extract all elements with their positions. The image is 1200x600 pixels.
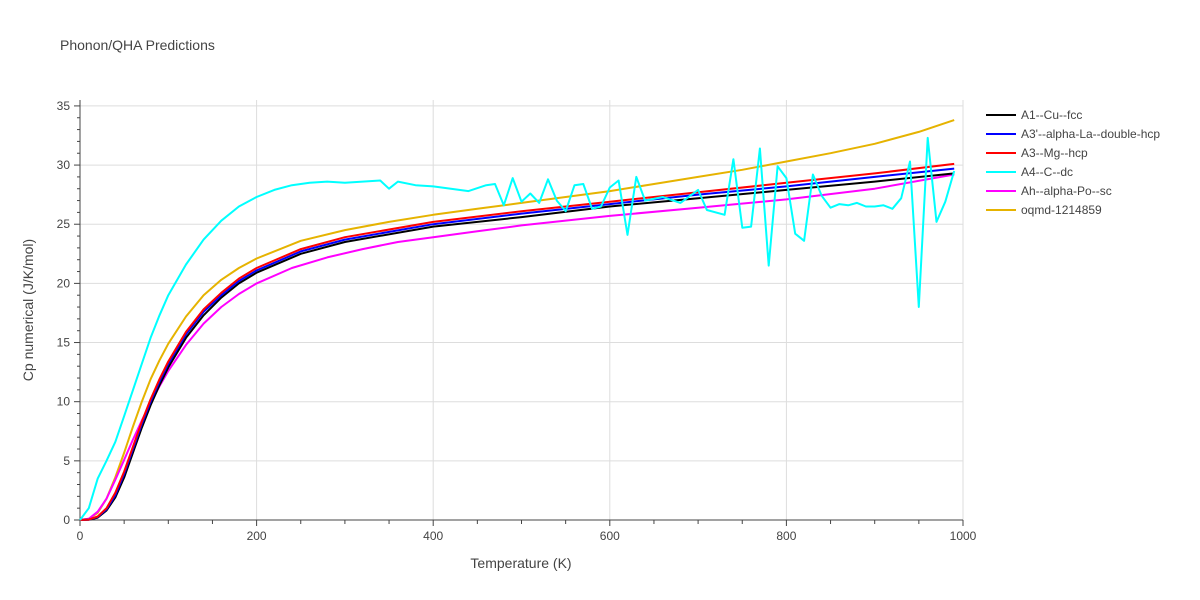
series-line-a3-mg-hcp xyxy=(79,162,955,521)
series-line-a1-cu-fcc xyxy=(79,172,955,521)
legend: A1--Cu--fcc A3'--alpha-La--double-hcp A3--… xyxy=(986,108,1160,217)
x-tick-label: 200 xyxy=(247,529,267,543)
chart-title: Phonon/QHA Predictions xyxy=(60,37,215,53)
x-tick-label: 0 xyxy=(77,529,84,543)
x-tick-label: 400 xyxy=(423,529,443,543)
axes: 0 200 400 600 800 1000 0 5 10 15 20 25 30 35 xyxy=(57,99,977,543)
y-tick-label: 20 xyxy=(57,276,71,290)
plot-area xyxy=(79,119,956,521)
y-tick-label: 25 xyxy=(57,217,71,231)
y-axis-label: Cp numerical (J/K/mol) xyxy=(20,239,36,381)
y-tick-label: 15 xyxy=(57,336,71,350)
x-axis-label: Temperature (K) xyxy=(470,555,571,571)
y-tick-label: 5 xyxy=(63,454,70,468)
legend-label-a3-alpha-la-double-hcp[interactable]: A3'--alpha-La--double-hcp xyxy=(1021,127,1160,141)
x-tick-label: 1000 xyxy=(950,529,977,543)
legend-label-a4-c-dc[interactable]: A4--C--dc xyxy=(1021,165,1073,179)
y-tick-label: 0 xyxy=(63,513,70,527)
y-tick-label: 35 xyxy=(57,99,71,113)
x-tick-label: 800 xyxy=(776,529,796,543)
series-line-a4-c-dc xyxy=(79,136,956,521)
legend-label-a3-mg-hcp[interactable]: A3--Mg--hcp xyxy=(1021,146,1088,160)
series-line-oqmd-1214859 xyxy=(79,119,955,521)
series-line-a3-alpha-la-double-hcp xyxy=(79,167,955,521)
series-line-ah-alpha-po-sc xyxy=(79,173,955,521)
x-tick-label: 600 xyxy=(600,529,620,543)
grid xyxy=(80,100,964,520)
y-tick-label: 30 xyxy=(57,158,71,172)
y-tick-label: 10 xyxy=(57,395,71,409)
legend-label-a1-cu-fcc[interactable]: A1--Cu--fcc xyxy=(1021,108,1082,122)
legend-label-oqmd-1214859[interactable]: oqmd-1214859 xyxy=(1021,203,1102,217)
legend-label-ah-alpha-po-sc[interactable]: Ah--alpha-Po--sc xyxy=(1021,184,1112,198)
